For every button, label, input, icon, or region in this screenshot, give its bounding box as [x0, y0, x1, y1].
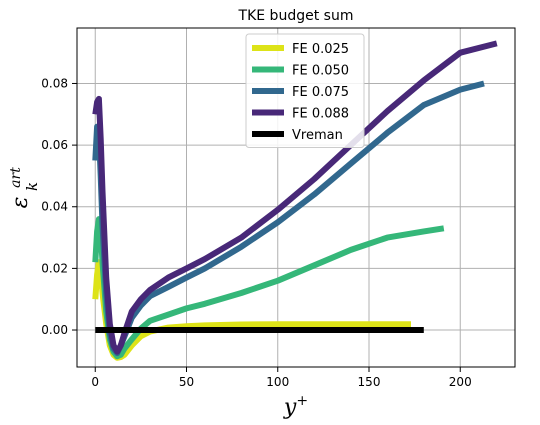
legend: FE 0.025 FE 0.050 FE 0.075 FE 0.088 Vreman: [245, 33, 365, 148]
x-tick-label: 100: [266, 375, 289, 389]
x-tick-label: 50: [179, 375, 194, 389]
chart-title: TKE budget sum: [238, 8, 354, 24]
y-tick-label: 0.00: [41, 323, 68, 337]
x-axis-label: y+: [283, 393, 308, 420]
y-axis-label-superscript: art: [8, 167, 24, 188]
legend-box: [245, 33, 365, 148]
y-tick-label: 0.04: [41, 200, 68, 214]
y-tick-label: 0.08: [41, 76, 68, 90]
legend-label: FE 0.075: [292, 85, 349, 100]
x-axis-ticks: 0 50 100 150 200: [91, 367, 472, 389]
y-axis-label-subscript: k: [23, 182, 41, 191]
y-tick-label: 0.02: [41, 261, 68, 275]
legend-label: FE 0.025: [292, 42, 349, 57]
x-tick-label: 200: [449, 375, 472, 389]
plot-frame: [76, 27, 516, 368]
legend-label: FE 0.088: [292, 107, 349, 122]
x-axis-label-superscript: +: [296, 393, 308, 409]
x-tick-label: 150: [358, 375, 381, 389]
y-tick-label: 0.06: [41, 138, 68, 152]
y-axis-label: ε k art: [8, 167, 41, 209]
y-axis-ticks: 0.00 0.02 0.04 0.06 0.08: [41, 76, 77, 337]
x-axis-label-main: y: [283, 395, 297, 420]
legend-label: FE 0.050: [292, 64, 349, 79]
legend-label: Vreman: [292, 128, 343, 143]
x-tick-label: 0: [91, 375, 99, 389]
y-axis-label-main: ε: [8, 197, 33, 209]
